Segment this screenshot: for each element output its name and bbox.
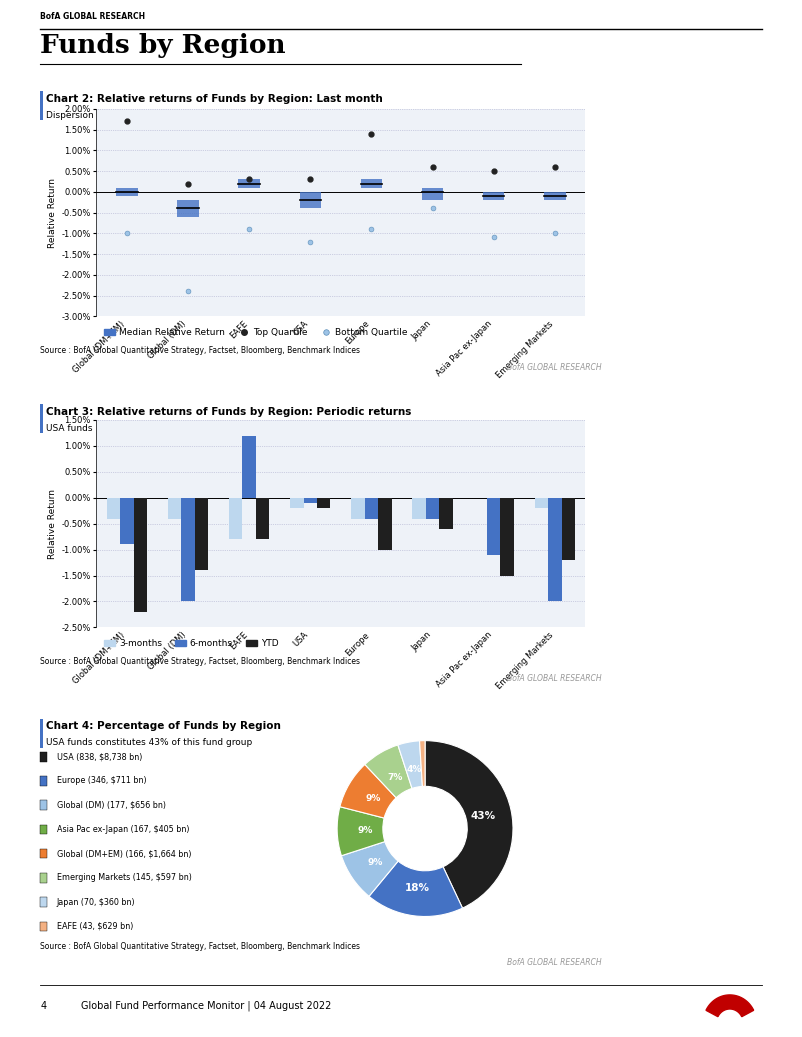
Bar (303, 498, 317, 503)
Wedge shape (369, 861, 463, 917)
Text: 43%: 43% (471, 811, 496, 820)
Bar (40, 801, 47, 810)
Bar (40, 922, 47, 931)
Bar (379, 498, 391, 550)
Bar (548, 498, 561, 601)
Bar (361, 179, 382, 188)
Y-axis label: Relative Return: Relative Return (48, 488, 57, 559)
Bar (120, 498, 134, 544)
Text: 4%: 4% (406, 765, 422, 775)
Bar (535, 498, 548, 508)
Bar (422, 188, 444, 200)
Text: Chart 2: Relative returns of Funds by Region: Last month: Chart 2: Relative returns of Funds by Re… (46, 93, 383, 104)
Text: Dispersion between top and bottom quintile by perf was largest for Global (DM+EM: Dispersion between top and bottom quinti… (46, 111, 456, 120)
Text: Emerging Markets (145, $597 bn): Emerging Markets (145, $597 bn) (57, 873, 192, 882)
Text: Chart 4: Percentage of Funds by Region: Chart 4: Percentage of Funds by Region (46, 721, 281, 731)
Bar (229, 498, 242, 539)
Text: BofA GLOBAL RESEARCH: BofA GLOBAL RESEARCH (507, 958, 602, 968)
Legend: Median Relative Return, Top Quartile, Bottom Quartile: Median Relative Return, Top Quartile, Bo… (101, 325, 411, 341)
Y-axis label: Relative Return: Relative Return (48, 177, 57, 248)
Text: 7%: 7% (387, 773, 403, 782)
Text: Source : BofA Global Quantitative Strategy, Factset, Bloomberg, Benchmark Indice: Source : BofA Global Quantitative Strate… (40, 942, 360, 951)
Bar (40, 849, 47, 859)
Text: Funds by Region: Funds by Region (40, 33, 286, 58)
Bar (300, 192, 321, 208)
Bar (426, 498, 439, 518)
Bar (351, 498, 365, 518)
Text: Global (DM) (177, $656 bn): Global (DM) (177, $656 bn) (57, 801, 166, 810)
Text: BofA GLOBAL RESEARCH: BofA GLOBAL RESEARCH (40, 12, 145, 21)
Bar (181, 498, 195, 601)
Bar (412, 498, 426, 518)
Bar (290, 498, 303, 508)
Bar (40, 752, 47, 761)
Bar (116, 188, 137, 196)
Text: BofA GLOBAL RESEARCH: BofA GLOBAL RESEARCH (507, 363, 602, 372)
Bar (439, 498, 453, 529)
Text: Japan (70, $360 bn): Japan (70, $360 bn) (57, 898, 136, 906)
Wedge shape (425, 740, 513, 908)
Text: BofA GLOBAL RESEARCH: BofA GLOBAL RESEARCH (507, 674, 602, 683)
Bar (483, 192, 504, 200)
Bar (134, 498, 147, 612)
Bar (107, 498, 120, 518)
Bar (365, 498, 379, 518)
Polygon shape (706, 994, 754, 1016)
Bar (238, 179, 260, 188)
Text: Source : BofA Global Quantitative Strategy, Factset, Bloomberg, Benchmark Indice: Source : BofA Global Quantitative Strate… (40, 346, 360, 356)
Text: Global Fund Performance Monitor | 04 August 2022: Global Fund Performance Monitor | 04 Aug… (81, 1001, 331, 1011)
Wedge shape (340, 764, 396, 818)
Wedge shape (337, 807, 385, 856)
Bar (500, 498, 514, 576)
Text: 4: 4 (40, 1001, 47, 1011)
Wedge shape (342, 842, 398, 896)
Bar (545, 192, 565, 200)
Bar (256, 498, 269, 539)
Text: USA funds constitutes 43% of this fund group: USA funds constitutes 43% of this fund g… (46, 738, 252, 748)
Bar (242, 436, 256, 498)
Text: 9%: 9% (366, 793, 381, 803)
Bar (177, 200, 199, 217)
Text: 9%: 9% (368, 858, 383, 867)
Bar (195, 498, 209, 570)
Legend: 3-months, 6-months, YTD: 3-months, 6-months, YTD (101, 636, 282, 652)
Wedge shape (365, 745, 412, 797)
Wedge shape (398, 740, 423, 788)
Text: 18%: 18% (405, 882, 430, 893)
Bar (168, 498, 181, 518)
Bar (40, 873, 47, 882)
Bar (40, 897, 47, 907)
Text: Europe (346, $711 bn): Europe (346, $711 bn) (57, 777, 147, 785)
Text: Source : BofA Global Quantitative Strategy, Factset, Bloomberg, Benchmark Indice: Source : BofA Global Quantitative Strate… (40, 657, 360, 667)
Text: Chart 3: Relative returns of Funds by Region: Periodic returns: Chart 3: Relative returns of Funds by Re… (46, 407, 411, 417)
Text: USA funds have performed best in the last 6m: USA funds have performed best in the las… (46, 424, 256, 433)
Text: USA (838, $8,738 bn): USA (838, $8,738 bn) (57, 752, 142, 761)
Bar (487, 498, 500, 555)
Wedge shape (419, 740, 425, 786)
Text: Asia Pac ex-Japan (167, $405 bn): Asia Pac ex-Japan (167, $405 bn) (57, 824, 189, 834)
Text: Global (DM+EM) (166, $1,664 bn): Global (DM+EM) (166, $1,664 bn) (57, 849, 192, 859)
Bar (40, 824, 47, 834)
Bar (40, 776, 47, 786)
Text: 9%: 9% (358, 825, 373, 835)
Bar (561, 498, 575, 560)
Text: EAFE (43, $629 bn): EAFE (43, $629 bn) (57, 922, 133, 931)
Bar (317, 498, 330, 508)
